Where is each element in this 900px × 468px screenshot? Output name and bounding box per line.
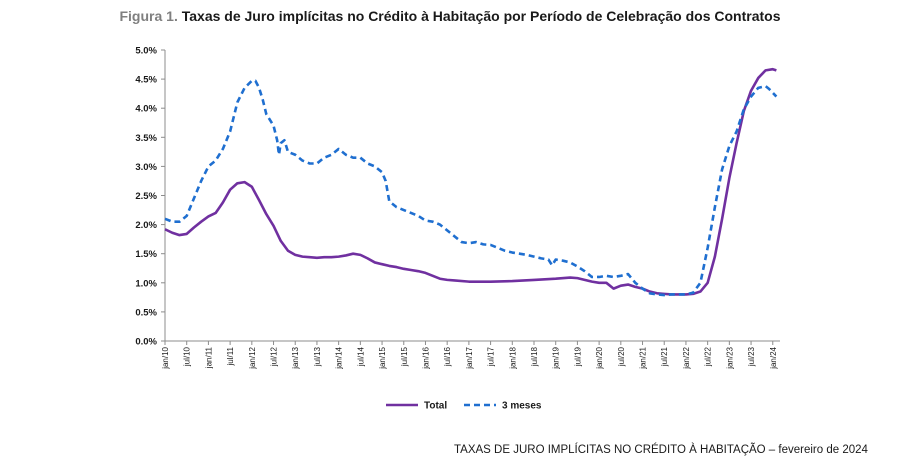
x-tick-label: jan/17 xyxy=(465,346,474,369)
y-tick-label: 2.0% xyxy=(135,220,157,231)
x-tick-label: jan/21 xyxy=(639,346,648,369)
y-tick-label: 5.0% xyxy=(135,46,157,57)
x-tick-label: jul/16 xyxy=(443,346,452,367)
x-tick-label: jul/23 xyxy=(747,346,756,367)
x-tick-label: jul/19 xyxy=(573,346,582,367)
x-tick-label: jul/13 xyxy=(313,346,322,367)
x-tick-label: jan/18 xyxy=(508,346,517,369)
y-tick-label: 0.0% xyxy=(135,337,157,348)
x-tick-label: jul/12 xyxy=(270,346,279,367)
legend-label-3-meses: 3 meses xyxy=(502,401,542,412)
x-tick-label: jan/20 xyxy=(595,346,604,369)
y-tick-label: 0.5% xyxy=(135,307,157,318)
x-tick-label: jul/10 xyxy=(183,346,192,367)
series-line-total xyxy=(164,67,777,296)
x-tick-label: jul/14 xyxy=(356,346,365,367)
figure-title: Taxas de Juro implícitas no Crédito à Ha… xyxy=(181,8,781,24)
x-tick-label: jul/17 xyxy=(487,346,496,367)
x-tick-label: jan/16 xyxy=(421,346,430,369)
x-tick-label: jan/23 xyxy=(725,346,734,369)
y-tick-label: 2.5% xyxy=(135,191,157,202)
figure-number: Figura 1. xyxy=(119,8,178,24)
x-tick-label: jul/21 xyxy=(660,346,669,367)
x-tick-label: jan/12 xyxy=(248,346,257,369)
series-line-3-meses xyxy=(164,79,778,297)
x-tick-label: jul/20 xyxy=(617,346,626,367)
chart-title: Figura 1. Taxas de Juro implícitas no Cr… xyxy=(0,8,900,24)
x-tick-label: jan/19 xyxy=(552,346,561,369)
x-tick-label: jul/22 xyxy=(704,346,713,367)
x-tick-label: jul/18 xyxy=(530,346,539,367)
x-tick-label: jan/24 xyxy=(769,346,778,369)
x-tick-label: jan/15 xyxy=(378,346,387,369)
report-footer: TAXAS DE JURO IMPLÍCITAS NO CRÉDITO À HA… xyxy=(454,444,868,456)
x-tick-label: jan/11 xyxy=(204,346,213,369)
x-tick-label: jan/13 xyxy=(291,346,300,369)
y-tick-label: 3.0% xyxy=(135,162,157,173)
x-tick-label: jan/10 xyxy=(161,346,170,369)
y-tick-label: 1.5% xyxy=(135,249,157,260)
x-tick-label: jan/22 xyxy=(682,346,691,369)
x-tick-label: jul/15 xyxy=(400,346,409,367)
legend-label-total: Total xyxy=(424,401,447,412)
y-tick-label: 4.0% xyxy=(135,104,157,115)
x-tick-label: jan/14 xyxy=(335,346,344,369)
y-tick-label: 4.5% xyxy=(135,75,157,86)
x-tick-label: jul/11 xyxy=(226,346,235,366)
y-tick-label: 3.5% xyxy=(135,133,157,144)
y-tick-label: 1.0% xyxy=(135,278,157,289)
